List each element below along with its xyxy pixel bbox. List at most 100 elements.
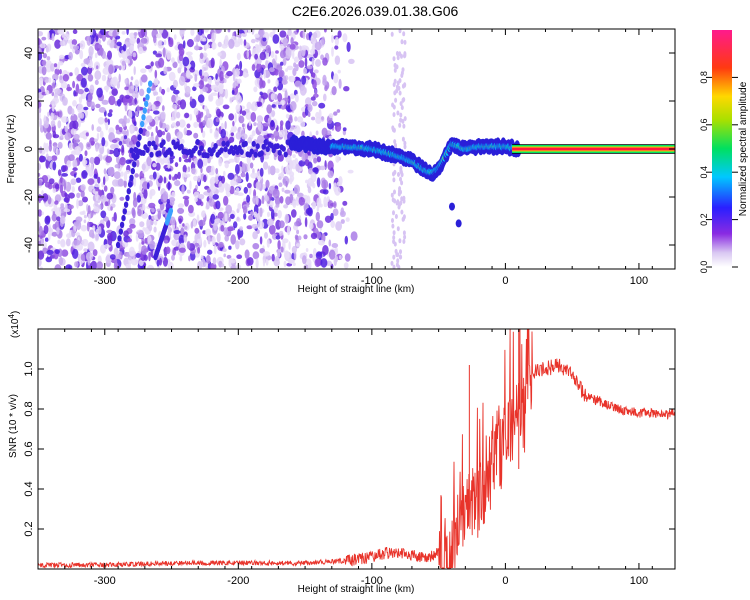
spectrogram-cell xyxy=(66,233,72,239)
spectrogram-cell xyxy=(56,227,60,235)
spectrogram-cell xyxy=(130,76,134,81)
spectrogram-cell xyxy=(101,99,109,105)
spectrogram-cell xyxy=(188,204,194,214)
spectrogram-cell xyxy=(196,214,200,224)
spectrogram-cell xyxy=(38,179,43,186)
spectrogram-cell xyxy=(193,175,199,181)
spectrogram-cell xyxy=(51,103,55,112)
spectrogram-cell xyxy=(139,183,142,192)
spectrogram-streak xyxy=(132,161,137,168)
spectrogram-cell xyxy=(168,39,174,48)
spectrogram-cell xyxy=(89,156,95,164)
spectrogram-cell xyxy=(158,57,165,68)
spectrogram-cell xyxy=(104,201,109,207)
spectrogram-cell xyxy=(211,42,217,50)
spectrogram-cell xyxy=(96,126,102,133)
spectrogram-cell xyxy=(208,197,215,207)
ridge-cell xyxy=(243,140,248,147)
spectrogram-cell xyxy=(117,178,125,187)
ridge-cell xyxy=(199,145,204,152)
spectrogram-cell xyxy=(264,117,268,121)
spectrogram-cell xyxy=(257,134,265,145)
spectrogram-cell xyxy=(270,51,275,58)
spectrogram-cell xyxy=(136,105,140,113)
spectrogram-cell xyxy=(193,121,199,128)
spectrogram-cell xyxy=(136,195,141,203)
x-tick-label: -100 xyxy=(361,575,383,587)
spectrogram-cell xyxy=(279,196,284,204)
spectrogram-cell xyxy=(167,181,171,191)
spectrogram-cell xyxy=(107,50,112,60)
spectrogram-cell xyxy=(52,130,57,138)
spectrogram-cell xyxy=(206,188,211,193)
spectrogram-cell xyxy=(279,69,285,78)
spectrogram-cell xyxy=(307,104,313,113)
spectrogram-cell xyxy=(45,90,50,95)
spectrogram-cell xyxy=(304,217,308,228)
spectrogram-cell xyxy=(290,37,294,45)
spectrogram-cell xyxy=(392,177,396,183)
spectrogram-cell xyxy=(52,161,57,171)
spectrogram-cell xyxy=(153,110,160,115)
spectrogram-cell xyxy=(197,175,201,183)
spectrogram-cell xyxy=(265,45,271,54)
spectrogram-cell xyxy=(280,171,284,179)
spectrogram-cell xyxy=(152,50,157,55)
spectrogram-cell xyxy=(72,100,77,107)
spectrogram-cell xyxy=(93,156,101,166)
spectrogram-cell xyxy=(270,119,275,128)
spectrogram-cell xyxy=(392,127,396,133)
spectrogram-cell xyxy=(116,41,122,47)
spectrogram-cell xyxy=(280,246,284,253)
spectrogram-cell xyxy=(101,74,107,82)
spectrogram-cell xyxy=(395,252,399,258)
spectrogram-cell xyxy=(214,218,222,224)
spectrogram-cell xyxy=(328,249,336,260)
spectrogram-cell xyxy=(201,210,206,218)
spectrogram-cell xyxy=(70,178,77,185)
spectrogram-cell xyxy=(142,46,147,51)
spectrogram-cell xyxy=(105,85,109,93)
spectrogram-cell xyxy=(225,204,232,214)
spectrogram-cell xyxy=(231,96,236,101)
spectrogram-cell xyxy=(87,143,91,148)
y-tick-label: 20 xyxy=(23,95,35,107)
spectrogram-cell xyxy=(103,185,108,192)
spectrogram-cell xyxy=(392,235,396,241)
spectrogram-cell xyxy=(272,188,280,199)
spectrogram-cell xyxy=(263,122,270,127)
spectrogram-cell xyxy=(176,111,181,119)
spectrogram-streak xyxy=(118,228,124,235)
spectrogram-cell xyxy=(58,54,65,60)
spectrogram-cell xyxy=(314,41,322,51)
spectrogram-cell xyxy=(229,96,233,104)
spectrogram-cell xyxy=(287,258,295,264)
y-tick-label: -40 xyxy=(23,237,35,253)
ridge-cell xyxy=(283,151,288,158)
ridge-cell xyxy=(221,140,226,147)
x-tick-label: -300 xyxy=(94,575,116,587)
spectrogram-cell xyxy=(236,33,241,38)
spectrogram-cell xyxy=(148,251,151,262)
spectrogram-cell xyxy=(277,153,284,162)
spectrogram-cell xyxy=(402,239,406,244)
spectrogram-cell xyxy=(46,56,51,61)
spectrogram-cell xyxy=(79,211,85,216)
spectrogram-cell xyxy=(326,196,330,202)
spectrogram-cell xyxy=(192,86,197,92)
spectrogram-cell xyxy=(250,172,258,179)
spectrogram-cell xyxy=(38,47,41,53)
spectrogram-cell xyxy=(73,239,81,246)
spectrogram-cell xyxy=(148,224,153,232)
spectrogram-cell xyxy=(118,73,121,83)
spectrogram-cell xyxy=(316,156,322,163)
spectrogram-streak xyxy=(121,214,126,222)
spectrogram-cell xyxy=(264,195,270,202)
spectrogram-cell xyxy=(100,210,107,219)
spectrogram-cell xyxy=(274,93,278,101)
spectrogram-cell xyxy=(268,224,276,235)
spectrogram-cell xyxy=(280,105,286,110)
steady-tone-core xyxy=(512,147,675,151)
